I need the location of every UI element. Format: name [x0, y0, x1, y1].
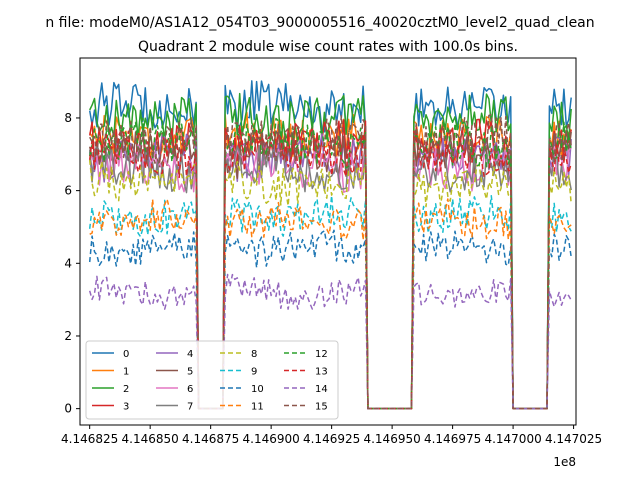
- x-tick-label-3: 4.146900: [243, 432, 300, 446]
- legend-label-3: 3: [123, 402, 129, 413]
- x-axis: 4.146825 4.146850 4.146875 4.146900 4.146925…: [61, 425, 602, 446]
- plot-frame: [79, 57, 577, 426]
- y-tick-label-1: 2: [64, 329, 72, 343]
- figure-suptitle: n file: modeM0/AS1A12_054T03_9000005516_…: [45, 15, 594, 31]
- legend-label-15: 15: [315, 402, 328, 413]
- x-tick-label-6: 4.146975: [424, 432, 481, 446]
- x-tick-label-2: 4.146875: [182, 432, 239, 446]
- series-line-10: [88, 229, 572, 410]
- y-tick-label-0: 0: [64, 402, 72, 416]
- x-tick-label-7: 4.147000: [484, 432, 541, 446]
- x-tick-label-4: 4.146925: [303, 432, 360, 446]
- series-line-11: [89, 198, 572, 410]
- legend-label-10: 10: [251, 384, 264, 395]
- x-tick-label-0: 4.146825: [61, 432, 118, 446]
- legend-label-1: 1: [123, 367, 129, 378]
- series-line-0: [88, 80, 572, 410]
- legend-label-11: 11: [251, 402, 264, 413]
- y-tick-label-2: 4: [64, 256, 72, 270]
- series-line-13: [88, 129, 572, 410]
- series-line-2: [89, 92, 572, 410]
- x-tick-label-5: 4.146950: [363, 432, 420, 446]
- legend-label-4: 4: [187, 349, 193, 360]
- series-line-14: [88, 273, 572, 410]
- y-axis: 0 2 4 6 8: [64, 111, 80, 416]
- legend-label-7: 7: [187, 402, 193, 413]
- x-offset-label: 1e8: [553, 455, 576, 469]
- legend-label-6: 6: [187, 384, 193, 395]
- y-tick-label-4: 8: [64, 111, 72, 125]
- x-tick-label-8: 4.147025: [545, 432, 602, 446]
- series-line-8: [88, 159, 572, 410]
- chart-title: Quadrant 2 module wise count rates with …: [138, 39, 518, 55]
- legend-label-8: 8: [251, 349, 257, 360]
- legend-label-12: 12: [315, 349, 328, 360]
- series-line-15: [89, 113, 572, 410]
- series-layer: [88, 80, 572, 410]
- legend-label-2: 2: [123, 384, 129, 395]
- legend-label-5: 5: [187, 367, 193, 378]
- series-line-3: [88, 118, 572, 410]
- legend-label-14: 14: [315, 384, 328, 395]
- legend-label-9: 9: [251, 367, 257, 378]
- legend-box: [85, 340, 339, 420]
- x-tick-label-1: 4.146850: [122, 432, 179, 446]
- legend-label-13: 13: [315, 367, 328, 378]
- y-tick-label-3: 6: [64, 184, 72, 198]
- legend-label-0: 0: [123, 349, 129, 360]
